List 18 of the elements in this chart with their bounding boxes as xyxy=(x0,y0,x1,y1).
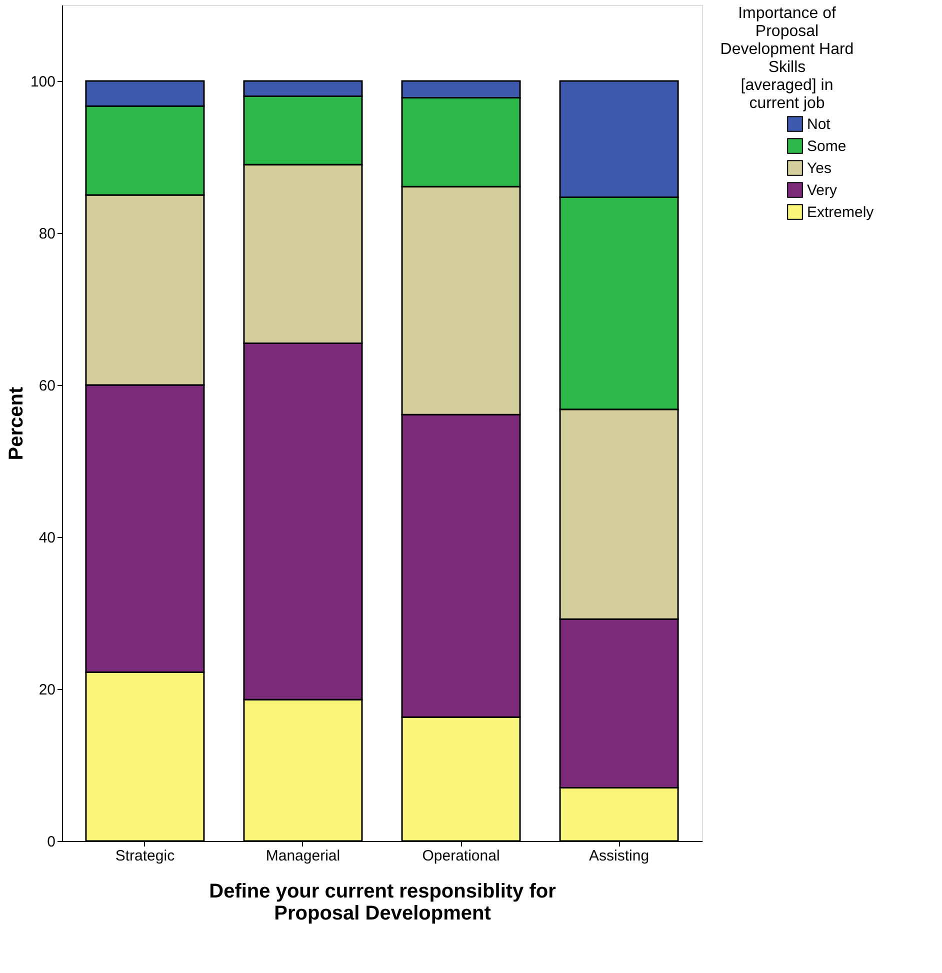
legend-label: Not xyxy=(807,116,832,133)
y-tick-label: 20 xyxy=(38,682,56,698)
x-tick-label: Strategic xyxy=(115,848,176,864)
y-tick-label: 100 xyxy=(30,74,56,90)
legend-label: Very xyxy=(807,182,838,199)
x-tick-label: Operational xyxy=(422,848,500,864)
legend-label: Extremely xyxy=(807,204,874,221)
legend-label: Yes xyxy=(807,160,832,177)
y-tick-label: 60 xyxy=(38,378,56,394)
x-axis-title: Define your current responsiblity for Proposal Development xyxy=(209,880,556,924)
legend-title: Importance of Proposal Development Hard Skills [averaged] in current job xyxy=(720,5,854,112)
y-tick-label: 40 xyxy=(38,530,56,546)
y-tick-label: 80 xyxy=(38,226,56,242)
legend-label: Some xyxy=(807,138,846,155)
y-axis-title: Percent xyxy=(5,386,28,460)
y-tick-label: 0 xyxy=(47,834,56,850)
x-tick-label: Assisting xyxy=(589,848,650,864)
x-tick-label: Managerial xyxy=(266,848,340,864)
